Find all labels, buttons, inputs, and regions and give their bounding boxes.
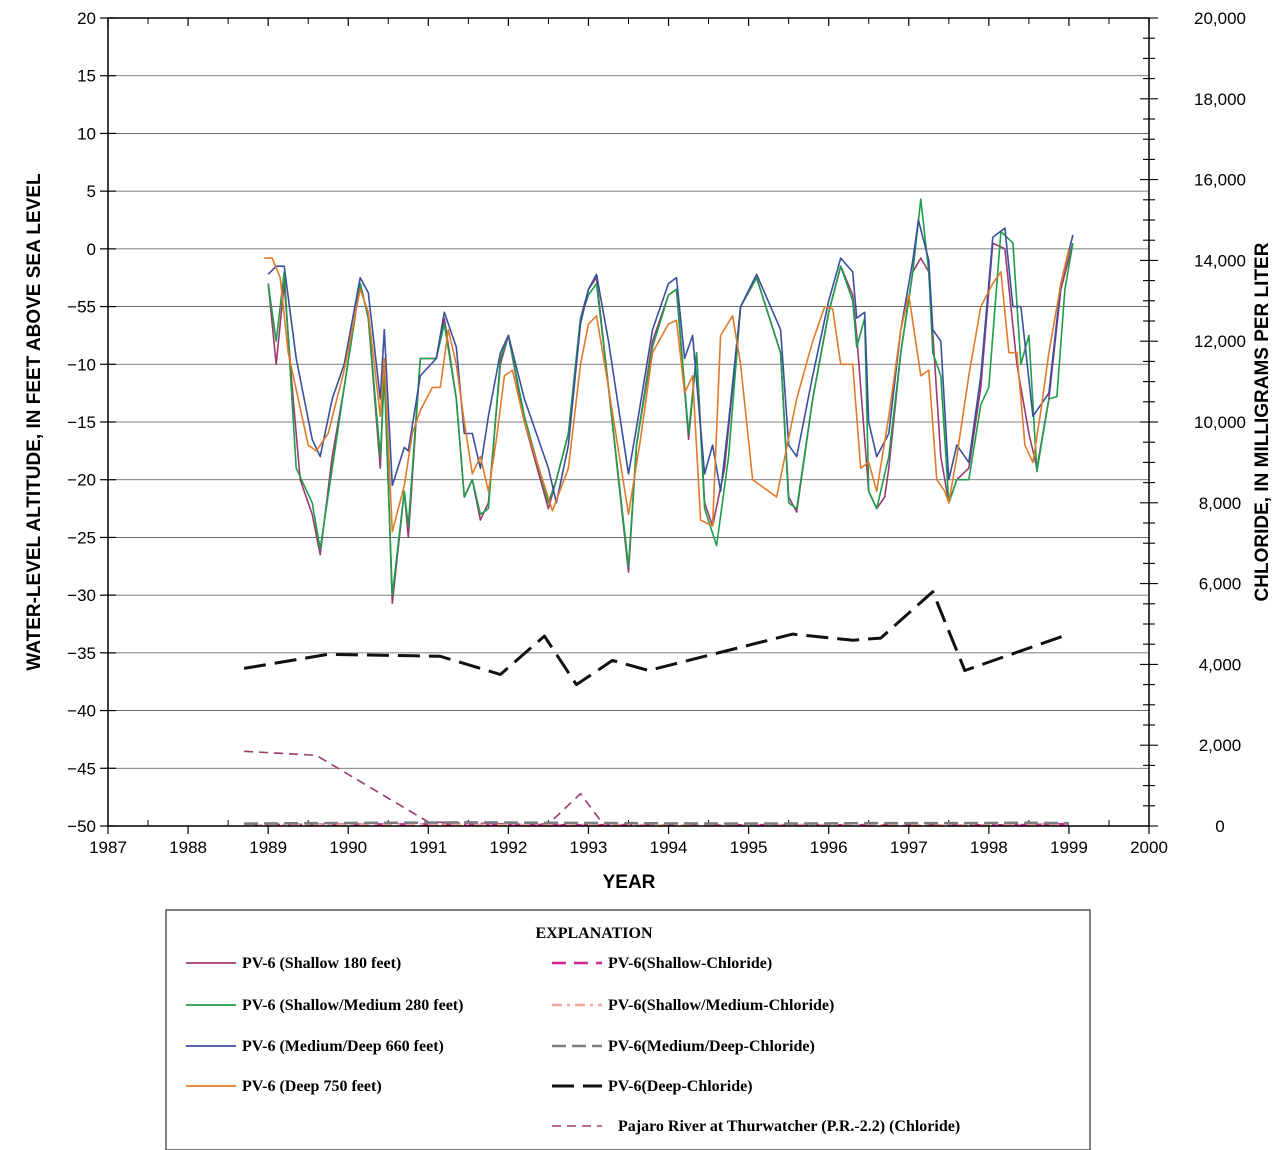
x-tick-labels: 1987 1988 1989 1990 1991 1992 1993 1994 1995 1996… xyxy=(89,838,1168,857)
y2-axis-title: CHLORIDE, IN MILLIGRAMS PER LITER xyxy=(1252,242,1273,601)
x-tick-label: 1997 xyxy=(890,838,928,857)
legend: EXPLANATION PV-6 (Shallow 180 feet)PV-6 … xyxy=(165,909,1091,1150)
y2-tick-label: 6,000 xyxy=(1199,575,1242,594)
legend-label: PV-6(Shallow-Chloride) xyxy=(608,955,772,972)
y-tick-label: −35 xyxy=(67,644,96,663)
plot-frame xyxy=(107,17,1150,827)
x-tick-label: 1994 xyxy=(650,838,688,857)
legend-label: PV-6 (Medium/Deep 660 feet) xyxy=(242,1038,444,1055)
y-tick-label: 20 xyxy=(77,9,96,28)
series-line-pv-6-deep-750-feet xyxy=(264,248,1070,533)
x-tick-label: 1990 xyxy=(329,838,367,857)
series-line-pv-6-medium-deep-660-feet xyxy=(267,219,1074,504)
legend-label: PV-6 (Deep 750 feet) xyxy=(242,1078,382,1095)
y-tick-label: 15 xyxy=(77,67,96,86)
x-tick-label: 2000 xyxy=(1130,838,1168,857)
series-line-pajaro-river-at-thurwatcher-p-r-2-2-chloride xyxy=(244,750,606,827)
y2-tick-label: 20,000 xyxy=(1194,9,1246,28)
y-tick-label: −50 xyxy=(67,817,96,836)
y-tick-label: 5 xyxy=(87,182,96,201)
y2-tick-label: 16,000 xyxy=(1194,171,1246,190)
y-tick-label: 10 xyxy=(77,124,96,143)
y-tick-label: −45 xyxy=(67,759,96,778)
legend-label: Pajaro River at Thurwatcher (P.R.-2.2) (… xyxy=(618,1118,960,1135)
y-tick-label: −25 xyxy=(67,528,96,547)
legend-items: PV-6 (Shallow 180 feet) PV-6 (Shallow/Med… xyxy=(186,955,960,1135)
y2-tick-label: 18,000 xyxy=(1194,90,1246,109)
legend-label: PV-6(Deep-Chloride) xyxy=(608,1078,753,1095)
legend-title: EXPLANATION xyxy=(535,925,652,942)
y2-tick-label: 2,000 xyxy=(1199,736,1242,755)
legend-label: PV-6 (Shallow/Medium 280 feet) xyxy=(242,997,463,1014)
y-tick-label: 0 xyxy=(87,240,96,259)
legend-box xyxy=(165,909,1091,1150)
x-tick-label: 1993 xyxy=(570,838,608,857)
x-tick-label: 1989 xyxy=(249,838,287,857)
series-lines xyxy=(243,198,1074,827)
y-tick-label: −40 xyxy=(67,702,96,721)
legend-label: PV-6 (Shallow 180 feet) xyxy=(242,955,401,972)
series-line-pv-6-shallow-chloride xyxy=(244,822,1069,827)
y-tick-label: −30 xyxy=(67,586,96,605)
series-line-pv-6-shallow-medium-280-feet xyxy=(267,198,1074,596)
y2-tick-label: 8,000 xyxy=(1199,494,1242,513)
y-tick-label: −15 xyxy=(67,413,96,432)
y2-tick-label: 0 xyxy=(1215,817,1224,836)
series-line-pv-6-medium-deep-chloride xyxy=(244,821,1069,825)
x-tick-label: 1995 xyxy=(730,838,768,857)
legend-label: PV-6(Shallow/Medium-Chloride) xyxy=(608,997,834,1014)
y2-tick-label: 4,000 xyxy=(1199,655,1242,674)
y2-tick-labels: 20,000 18,000 16,000 14,000 12,000 10,000 8,00… xyxy=(1194,9,1246,836)
y2-tick-label: 10,000 xyxy=(1194,413,1246,432)
x-axis-title: YEAR xyxy=(603,872,656,893)
x-tick-label: 1991 xyxy=(409,838,447,857)
y-tick-label: −10 xyxy=(67,355,96,374)
y-tick-labels: 20 15 10 5 0 −55 −10 −15 −20 −25 −30 −35 −40 −45 −50 xyxy=(67,9,96,836)
x-tick-label: 1987 xyxy=(89,838,127,857)
legend-label: PV-6(Medium/Deep-Chloride) xyxy=(608,1038,815,1055)
x-tick-label: 1999 xyxy=(1050,838,1088,857)
series-line-pv-6-deep-chloride xyxy=(243,590,1070,687)
y-tick-label: −20 xyxy=(67,471,96,490)
y-tick-label: −55 xyxy=(67,298,96,317)
x-tick-label: 1988 xyxy=(169,838,207,857)
y2-tick-label: 14,000 xyxy=(1194,251,1246,270)
x-tick-label: 1998 xyxy=(970,838,1008,857)
y2-tick-label: 12,000 xyxy=(1194,332,1246,351)
x-tick-label: 1992 xyxy=(489,838,527,857)
y-axis-title: WATER-LEVEL ALTITUDE, IN FEET ABOVE SEA … xyxy=(24,173,45,671)
x-tick-label: 1996 xyxy=(810,838,848,857)
